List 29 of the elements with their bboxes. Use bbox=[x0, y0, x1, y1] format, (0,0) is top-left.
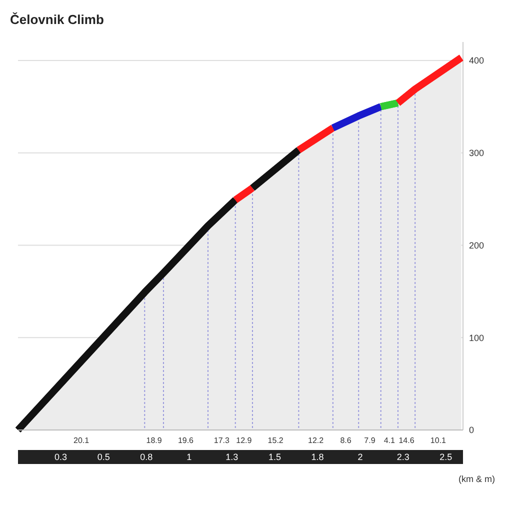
annotation: 4.1 bbox=[384, 436, 396, 445]
x-tick-label: 1 bbox=[186, 452, 192, 462]
x-tick-label: 0.3 bbox=[54, 452, 68, 462]
annotation: 17.3 bbox=[214, 436, 230, 445]
x-tick-label: 1.5 bbox=[268, 452, 281, 462]
y-tick-label: 400 bbox=[469, 56, 484, 66]
y-tick-label: 100 bbox=[469, 332, 484, 343]
y-tick-label: 200 bbox=[469, 240, 484, 250]
y-tick-label: 300 bbox=[469, 148, 484, 158]
x-tick-label: 1.3 bbox=[226, 452, 238, 462]
x-tick-label: 0.5 bbox=[97, 452, 110, 462]
annotation: 18.9 bbox=[146, 436, 162, 445]
y-tick-label: 0 bbox=[469, 425, 474, 436]
annotation: 12.2 bbox=[308, 436, 324, 445]
chart-title: Čelovnik Climb bbox=[10, 12, 104, 27]
x-tick-label: 2.3 bbox=[396, 452, 410, 462]
x-tick-label: 2 bbox=[358, 452, 363, 462]
x-tick-label: 2.5 bbox=[440, 452, 452, 462]
annotation: 10.1 bbox=[430, 436, 447, 445]
annotation: 20.1 bbox=[74, 436, 90, 445]
x-tick-label: 0.8 bbox=[140, 452, 153, 462]
annotation: 14.6 bbox=[398, 436, 415, 445]
annotation: 15.2 bbox=[268, 436, 284, 445]
annotation: 8.6 bbox=[340, 436, 352, 445]
annotation: 19.6 bbox=[178, 436, 194, 445]
annotation: 7.9 bbox=[364, 436, 376, 445]
annotation: 12.9 bbox=[236, 436, 252, 445]
x-tick-label: 1.8 bbox=[311, 452, 324, 462]
text: (km & m) bbox=[458, 474, 495, 484]
